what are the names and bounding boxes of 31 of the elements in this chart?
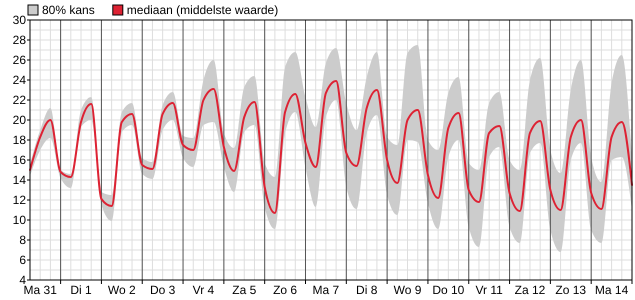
y-tick-label: 30 — [12, 13, 26, 28]
y-tick-label: 20 — [12, 113, 26, 128]
legend-label: mediaan (middelste waarde) — [126, 3, 278, 17]
x-tick-label: Do 10 — [432, 283, 465, 297]
y-tick-label: 6 — [19, 253, 26, 268]
x-tick-label: Wo 2 — [108, 283, 136, 297]
y-tick-label: 26 — [12, 53, 26, 68]
x-tick-label: Ma 7 — [312, 283, 340, 297]
x-tick-label: Vr 4 — [192, 283, 215, 297]
x-tick-label: Ma 14 — [594, 283, 629, 297]
y-tick-label: 8 — [19, 233, 26, 248]
x-tick-label: Za 5 — [232, 283, 257, 297]
x-tick-label: Di 1 — [70, 283, 92, 297]
y-tick-label: 28 — [12, 33, 26, 48]
y-tick-label: 18 — [12, 133, 26, 148]
y-tick-label: 16 — [12, 153, 26, 168]
x-tick-label: Za 12 — [514, 283, 546, 297]
x-tick-label: Do 3 — [150, 283, 176, 297]
y-tick-label: 12 — [12, 193, 26, 208]
x-tick-label: Zo 6 — [273, 283, 298, 297]
y-tick-label: 22 — [12, 93, 26, 108]
x-tick-label: Vr 11 — [475, 283, 504, 297]
x-tick-label: Wo 9 — [394, 283, 422, 297]
x-tick-label: Zo 13 — [555, 283, 586, 297]
y-tick-label: 10 — [12, 213, 26, 228]
x-tick-label: Di 8 — [356, 283, 378, 297]
text: 80% kans — [42, 3, 95, 17]
y-tick-label: 24 — [12, 73, 26, 88]
x-tick-label: Ma 31 — [24, 283, 58, 297]
line-series — [29, 80, 633, 214]
y-tick-label: 14 — [12, 173, 26, 188]
